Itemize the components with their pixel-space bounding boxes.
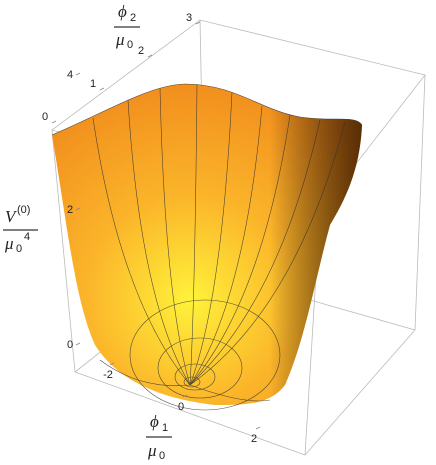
z-tick (75, 207, 81, 211)
z-label-num: V (5, 207, 18, 226)
z-label-num-sup: (0) (17, 204, 30, 216)
y-tick (99, 87, 105, 91)
z-tick (75, 72, 81, 76)
x-tick (255, 426, 261, 430)
x-label-den: μ (147, 441, 157, 460)
y-axis-label: ϕ 2 μ 0 (114, 2, 140, 51)
z-axis-label: V (0) μ 0 4 (3, 204, 38, 255)
x-tick-label: 0 (178, 401, 184, 413)
x-tick-label: 2 (251, 433, 257, 445)
y-tick-label: 1 (90, 78, 96, 90)
x-axis-label: ϕ 1 μ 0 (146, 412, 172, 462)
y-tick-label: 2 (138, 45, 144, 57)
z-label-den: μ (4, 234, 14, 253)
y-label-den-sub: 0 (127, 39, 133, 51)
z-tick (75, 342, 81, 346)
y-label-den: μ (115, 30, 125, 49)
y-tick-label: 3 (186, 12, 192, 24)
z-label-den-sub: 0 (16, 243, 22, 255)
y-tick (147, 54, 153, 58)
y-tick (195, 21, 201, 25)
x-label-num-sub: 1 (162, 422, 168, 434)
z-tick-label: 0 (67, 339, 73, 351)
y-tick (51, 120, 57, 124)
z-tick-label: 4 (67, 69, 73, 81)
y-label-num: ϕ (118, 2, 127, 21)
z-tick-label: 2 (67, 204, 73, 216)
x-label-den-sub: 0 (159, 450, 165, 462)
y-tick-label: 0 (42, 111, 48, 123)
x-tick (109, 362, 115, 366)
y-label-num-sub: 2 (130, 12, 136, 24)
surface (51, 83, 363, 411)
x-label-num: ϕ (150, 412, 159, 431)
z-label-den-sup: 4 (24, 231, 30, 243)
x-tick-label: -2 (103, 369, 113, 381)
x-tick (182, 394, 188, 398)
